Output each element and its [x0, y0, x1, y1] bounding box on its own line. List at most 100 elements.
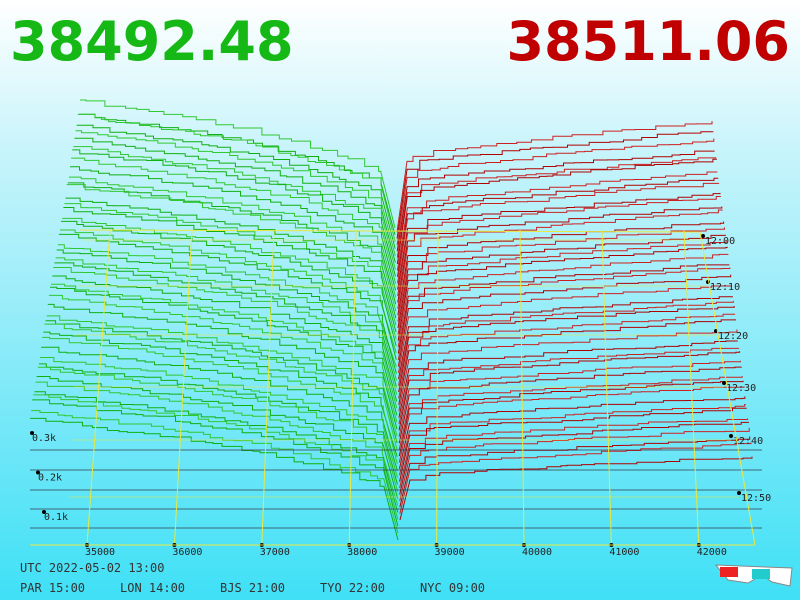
- ask-depth-line: [398, 351, 741, 431]
- bid-depth-line: [63, 207, 397, 333]
- ask-depth-line: [398, 360, 741, 437]
- back-edge: [79, 229, 701, 233]
- ask-depth-line: [398, 386, 745, 463]
- ask-depth-line: [398, 347, 740, 425]
- ask-depth-line: [399, 407, 747, 482]
- bid-depth-line: [52, 275, 398, 402]
- bid-depth-line: [73, 146, 396, 270]
- utc-time: UTC 2022-05-02 13:00: [20, 561, 165, 575]
- bid-depth-line: [57, 244, 397, 367]
- price-label: 37000: [260, 547, 290, 558]
- ask-depth-line: [397, 206, 723, 303]
- depth-label: 0.2k: [38, 473, 62, 484]
- ask-depth-line: [397, 227, 725, 322]
- time-label: 12:00: [705, 236, 735, 247]
- ask-price: 38511.06: [506, 10, 790, 73]
- bid-depth-line: [32, 399, 399, 527]
- bid-depth-line: [80, 99, 396, 229]
- bid-depth-line: [72, 149, 396, 277]
- bid-depth-line: [40, 356, 398, 478]
- bid-price: 38492.48: [10, 10, 294, 73]
- price-label: 39000: [435, 547, 465, 558]
- glasses-icon: [714, 564, 793, 587]
- bid-depth-line: [31, 410, 399, 534]
- depth-label: 0.3k: [32, 433, 56, 444]
- bid-depth-line: [62, 217, 397, 340]
- bid-depth-line: [64, 203, 397, 326]
- ask-depth-line: [396, 171, 718, 271]
- zone-time: TYO 22:00: [320, 581, 385, 595]
- ask-depth-line: [396, 158, 717, 265]
- zone-time: PAR 15:00: [20, 581, 85, 595]
- bid-depth-line: [76, 124, 396, 249]
- ask-depth-line: [397, 221, 725, 316]
- time-dot: [737, 491, 741, 495]
- bid-depth-line: [38, 363, 398, 485]
- ask-depth-line: [396, 131, 714, 239]
- ask-depth-line: [396, 157, 717, 258]
- ask-depth-line: [398, 340, 738, 418]
- depth-dot: [42, 510, 46, 514]
- bid-depth-line: [35, 381, 399, 506]
- time-label: 12:20: [718, 331, 748, 342]
- bid-depth-line: [33, 394, 399, 520]
- ask-depth-line: [398, 300, 734, 386]
- bid-depth-line: [48, 294, 398, 423]
- depth-curves: [30, 99, 753, 541]
- ask-depth-line: [397, 253, 729, 348]
- ask-depth-line: [396, 150, 715, 252]
- bid-depth-line: [47, 303, 398, 430]
- bid-depth-line: [71, 157, 397, 284]
- time-dot: [722, 381, 726, 385]
- time-dot: [729, 434, 733, 438]
- bid-depth-line: [42, 336, 398, 464]
- ask-depth-line: [396, 121, 713, 233]
- bid-depth-line: [55, 257, 397, 381]
- ask-depth-line: [397, 234, 726, 329]
- bid-depth-line: [37, 366, 399, 492]
- depth-dot: [36, 470, 40, 475]
- price-label: 38000: [347, 547, 377, 558]
- ask-depth-line: [397, 240, 727, 335]
- price-label: 42000: [697, 547, 727, 558]
- ask-depth-line: [399, 404, 746, 476]
- ask-depth-line: [397, 264, 730, 354]
- ask-depth-line: [397, 192, 721, 290]
- price-label: 40000: [522, 547, 552, 558]
- ask-depth-line: [397, 182, 720, 284]
- ask-depth-line: [396, 138, 715, 245]
- ask-depth-line: [398, 296, 733, 380]
- time-dot: [701, 234, 705, 238]
- ask-depth-line: [396, 177, 719, 277]
- price-label: 41000: [609, 547, 639, 558]
- price-label: 36000: [172, 547, 202, 558]
- time-label: 12:40: [733, 436, 763, 447]
- bid-depth-line: [51, 283, 398, 409]
- bid-depth-line: [41, 346, 398, 471]
- ask-depth-line: [397, 209, 723, 309]
- bid-depth-line: [46, 315, 398, 437]
- bid-depth-line: [75, 130, 396, 256]
- ask-depth-line: [397, 285, 733, 373]
- bid-depth-line: [61, 220, 397, 346]
- ask-depth-line: [397, 196, 721, 297]
- ask-depth-line: [398, 319, 736, 405]
- ask-depth-line: [398, 329, 738, 412]
- ask-depth-line: [398, 306, 735, 393]
- depth-dot: [30, 431, 34, 435]
- time-label: 12:30: [726, 383, 756, 394]
- depth-label: 0.1k: [44, 512, 68, 523]
- bid-depth-line: [77, 113, 396, 242]
- zone-time: BJS 21:00: [220, 581, 285, 595]
- ask-depth-line: [399, 456, 753, 521]
- bid-depth-line: [58, 233, 397, 360]
- price-label: 35000: [85, 547, 115, 558]
- time-label: 12:10: [710, 282, 740, 293]
- ask-depth-line: [397, 246, 728, 341]
- bid-depth-line: [53, 266, 398, 395]
- ask-depth-line: [399, 421, 749, 495]
- ask-depth-line: [398, 396, 746, 469]
- bid-depth-line: [54, 262, 398, 388]
- zone-time: LON 14:00: [120, 581, 185, 595]
